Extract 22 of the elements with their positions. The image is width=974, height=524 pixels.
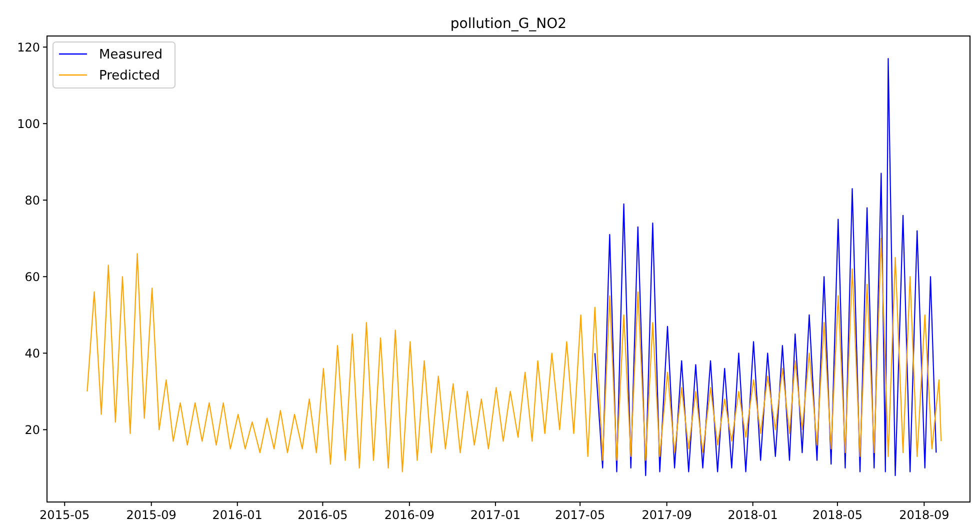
x-tick-label: 2016-05 (298, 508, 348, 522)
x-tick-label: 2015-05 (40, 508, 90, 522)
legend-label: Predicted (99, 68, 160, 84)
y-tick-label: 40 (24, 346, 40, 360)
y-tick-label: 100 (17, 116, 40, 131)
y-tick-label: 120 (17, 40, 40, 54)
x-tick-label: 2018-01 (728, 508, 778, 522)
x-tick-label: 2017-09 (642, 508, 692, 522)
x-tick-label: 2015-09 (126, 508, 176, 522)
x-tick-label: 2018-05 (812, 508, 863, 522)
x-tick-label: 2016-09 (384, 508, 434, 522)
x-tick-label: 2017-01 (470, 508, 521, 522)
x-tick-label: 2018-09 (899, 508, 950, 522)
x-tick-label: 2017-05 (555, 508, 606, 522)
y-tick-label: 80 (24, 193, 40, 208)
chart-title: pollution_G_NO2 (450, 16, 567, 32)
y-tick-label: 20 (24, 422, 40, 437)
line-series (594, 58, 937, 476)
x-tick-label: 2016-01 (212, 508, 262, 522)
y-tick-label: 60 (24, 270, 40, 284)
line-series (86, 238, 942, 472)
legend-label: Measured (99, 48, 163, 63)
